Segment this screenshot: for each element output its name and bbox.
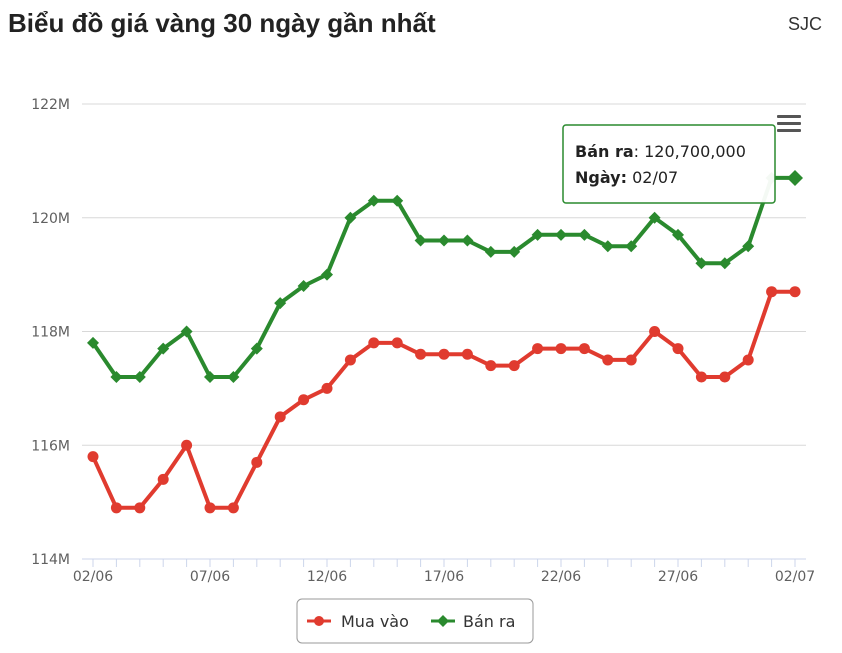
y-tick-label: 122M [31, 97, 70, 113]
data-point[interactable] [461, 348, 473, 360]
page-title: Biểu đồ giá vàng 30 ngày gần nhất [8, 8, 436, 38]
data-point[interactable] [461, 234, 474, 247]
data-point[interactable] [227, 502, 239, 514]
data-point[interactable] [227, 371, 240, 383]
legend: Mua vào Bán ra [296, 598, 534, 644]
data-point[interactable] [298, 394, 310, 406]
data-point[interactable] [555, 228, 567, 241]
data-point[interactable] [672, 343, 684, 355]
legend-marker-sell [437, 615, 449, 627]
data-point[interactable] [672, 228, 684, 241]
data-point[interactable] [367, 194, 380, 207]
data-point[interactable] [602, 354, 614, 366]
data-point[interactable] [87, 336, 99, 349]
data-point[interactable] [578, 343, 590, 355]
x-axis: 02/06 07/06 12/06 17/06 22/06 27/06 02/07 [73, 558, 815, 585]
series-layer [87, 169, 803, 514]
series-sell [87, 169, 803, 383]
data-point[interactable] [742, 354, 754, 366]
data-point[interactable] [134, 502, 146, 514]
legend-marker-buy [314, 616, 324, 626]
y-tick-label: 114M [31, 552, 70, 568]
y-tick-label: 118M [31, 325, 70, 341]
data-point[interactable] [649, 326, 661, 337]
data-point[interactable] [787, 169, 803, 186]
hamburger-menu-icon[interactable] [776, 112, 802, 138]
data-point[interactable] [297, 280, 310, 292]
legend-item-buy[interactable]: Mua vào [307, 612, 409, 631]
data-point[interactable] [110, 371, 123, 383]
data-point[interactable] [157, 342, 170, 355]
data-point[interactable] [718, 257, 731, 270]
data-point[interactable] [532, 343, 544, 355]
data-point[interactable] [250, 342, 263, 355]
data-point[interactable] [251, 456, 263, 468]
data-point[interactable] [625, 354, 637, 366]
data-point[interactable] [274, 411, 286, 423]
data-point[interactable] [648, 211, 661, 224]
data-point[interactable] [719, 371, 731, 383]
data-point[interactable] [789, 286, 801, 298]
data-point[interactable] [87, 451, 99, 463]
data-point[interactable] [391, 194, 404, 207]
data-point[interactable] [508, 360, 520, 372]
grid-lines [82, 103, 806, 446]
data-point[interactable] [766, 286, 778, 298]
data-point[interactable] [344, 354, 356, 366]
data-point[interactable] [321, 382, 333, 394]
data-point[interactable] [204, 502, 216, 514]
data-point[interactable] [391, 337, 403, 349]
y-axis-labels: 114M 116M 118M 120M 122M [31, 97, 70, 568]
legend-item-sell[interactable]: Bán ra [431, 612, 515, 631]
data-point[interactable] [695, 257, 708, 270]
data-point[interactable] [695, 371, 707, 383]
x-tick-label: 17/06 [424, 569, 464, 585]
series-line [91, 175, 797, 379]
data-point[interactable] [485, 360, 497, 372]
data-point[interactable] [414, 234, 427, 247]
data-point[interactable] [133, 371, 146, 383]
x-tick-label: 02/06 [73, 569, 113, 585]
data-point[interactable] [531, 228, 544, 241]
y-tick-label: 120M [31, 211, 70, 227]
data-point[interactable] [415, 348, 427, 360]
data-point[interactable] [555, 343, 567, 355]
data-point[interactable] [181, 439, 193, 451]
data-point[interactable] [368, 337, 380, 349]
data-point[interactable] [438, 234, 450, 247]
data-point[interactable] [157, 473, 169, 485]
legend-label-sell: Bán ra [463, 612, 515, 631]
y-tick-label: 116M [31, 438, 70, 454]
svg-text:Bán ra: 120,700,000: Bán ra: 120,700,000 [575, 142, 746, 161]
tooltip-value: 120,700,000 [644, 142, 746, 161]
data-point[interactable] [578, 228, 591, 241]
data-point[interactable] [274, 297, 287, 310]
data-point[interactable] [344, 211, 357, 224]
x-tick-label: 22/06 [541, 569, 581, 585]
data-point[interactable] [321, 268, 333, 281]
tooltip-date: 02/07 [632, 168, 678, 187]
series-buy [87, 286, 801, 514]
data-point[interactable] [484, 245, 497, 258]
data-point[interactable] [110, 502, 122, 514]
data-point[interactable] [180, 325, 193, 338]
series-line [91, 289, 797, 510]
source-label: SJC [787, 14, 822, 34]
data-point[interactable] [601, 240, 614, 253]
data-point[interactable] [508, 245, 521, 258]
tooltip-date-label: Ngày [575, 168, 621, 187]
legend-label-buy: Mua vào [341, 612, 409, 631]
tooltip-series-label: Bán ra [575, 142, 634, 161]
data-point[interactable] [438, 348, 450, 360]
tooltip: Bán ra: 120,700,000 Ngày: 02/07 [562, 124, 776, 204]
x-tick-label: 12/06 [307, 569, 347, 585]
x-tick-label: 02/07 [775, 569, 815, 585]
data-point[interactable] [204, 371, 216, 383]
data-point[interactable] [625, 240, 638, 253]
x-tick-label: 07/06 [190, 569, 230, 585]
data-point[interactable] [742, 240, 755, 253]
x-tick-label: 27/06 [658, 569, 698, 585]
svg-text:Ngày: 02/07: Ngày: 02/07 [575, 168, 678, 187]
